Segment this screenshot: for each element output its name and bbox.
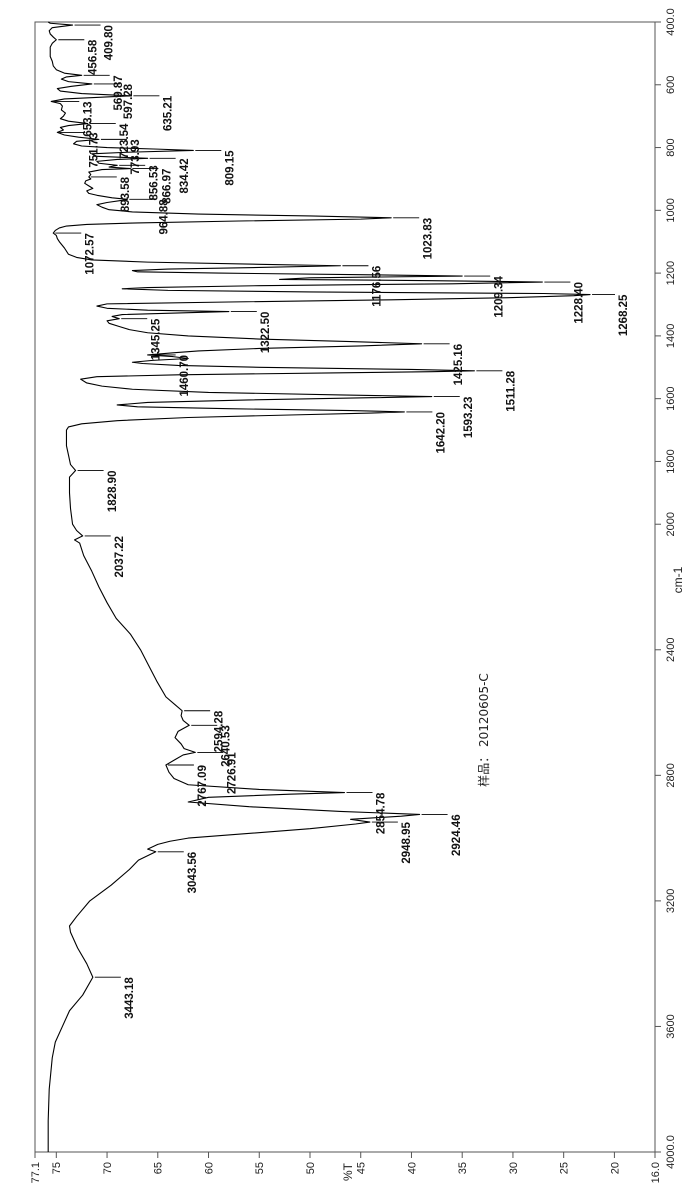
peak-label: 1072.57 — [84, 233, 96, 275]
peak-label: 2767.09 — [197, 765, 209, 807]
peak-label: 834.42 — [179, 158, 191, 193]
y-tick-label: 60 — [203, 1162, 215, 1174]
peak-label: 653.13 — [82, 101, 94, 136]
peak-label: 3043.56 — [187, 852, 199, 894]
x-tick-label: 1600 — [665, 386, 677, 410]
peak-label: 1228.40 — [574, 282, 586, 324]
peak-label: 856.53 — [148, 165, 160, 200]
axis-titles: cm-1 %T 样品： 20120605-C — [341, 566, 685, 1181]
y-tick-label: 70 — [102, 1162, 114, 1174]
peak-label: 866.97 — [162, 169, 174, 204]
peak-label: 1322.50 — [260, 312, 272, 354]
peak-label: 2854.78 — [376, 792, 388, 834]
y-tick-label: 40 — [406, 1162, 418, 1174]
peak-label: 1268.25 — [618, 294, 630, 336]
peak-label: 2726.91 — [227, 752, 239, 794]
x-tick-label: 2400 — [665, 638, 677, 662]
peak-label: 773.93 — [130, 139, 142, 174]
x-tick-label: 3600 — [665, 1014, 677, 1038]
peak-label: 1345.25 — [150, 318, 162, 360]
peak-label: 1593.23 — [463, 397, 475, 439]
sample-label: 样品： 20120605-C — [476, 673, 491, 787]
x-tick-label: 1200 — [665, 261, 677, 285]
peak-label: 1209.34 — [493, 275, 505, 317]
y-tick-label: 65 — [153, 1162, 165, 1174]
peak-label: 1828.90 — [107, 471, 119, 513]
y-tick-label: 20 — [609, 1162, 621, 1174]
peak-label: 893.58 — [120, 176, 132, 212]
x-tick-label: 1400 — [665, 324, 677, 348]
y-tick-label: 77.1 — [30, 1162, 42, 1183]
peak-label: 597.28 — [123, 83, 135, 119]
peak-label: 1511.28 — [506, 370, 518, 412]
peak-label: 809.15 — [224, 150, 236, 186]
x-tick-label: 2800 — [665, 763, 677, 787]
peak-label: 635.21 — [163, 95, 175, 131]
y-tick-label: 55 — [254, 1162, 266, 1174]
peak-label: 2037.22 — [114, 536, 126, 578]
peak-label: 1176.56 — [372, 266, 384, 307]
peak-label: 1642.20 — [436, 412, 448, 454]
x-tick-label: 1800 — [665, 449, 677, 473]
peak-label: 409.80 — [104, 25, 116, 60]
x-axis-title: cm-1 — [671, 566, 685, 593]
x-tick-label: 600 — [665, 76, 677, 94]
peak-label: 1460.70 — [179, 355, 191, 397]
y-tick-label: 30 — [508, 1162, 520, 1174]
y-tick-label: 75 — [51, 1162, 63, 1174]
peak-label: 2924.46 — [451, 814, 463, 856]
y-tick-label: 50 — [305, 1162, 317, 1174]
x-tick-label: 2000 — [665, 512, 677, 536]
x-tick-label: 400.0 — [665, 8, 677, 36]
y-tick-label: 35 — [457, 1162, 469, 1174]
peak-label: 1425.16 — [453, 344, 465, 386]
y-tick-label: 25 — [559, 1162, 571, 1174]
y-axis-title: %T — [341, 1162, 355, 1181]
peak-label: 3443.18 — [124, 977, 136, 1019]
y-tick-label: 16.0 — [650, 1162, 662, 1183]
x-tick-label: 1000 — [665, 198, 677, 222]
peak-label: 964.88 — [159, 199, 171, 235]
x-tick-label: 4000.0 — [665, 1135, 677, 1169]
peak-labels: 409.80456.58569.87597.28635.21653.13723.… — [53, 25, 630, 1019]
peak-label: 2948.95 — [401, 821, 413, 863]
x-tick-label: 3200 — [665, 889, 677, 913]
y-tick-label: 45 — [356, 1162, 368, 1174]
peak-label: 1023.83 — [422, 218, 434, 260]
x-tick-label: 800 — [665, 138, 677, 156]
peak-label: 456.58 — [88, 39, 100, 75]
peak-label: 751.73 — [89, 132, 101, 167]
